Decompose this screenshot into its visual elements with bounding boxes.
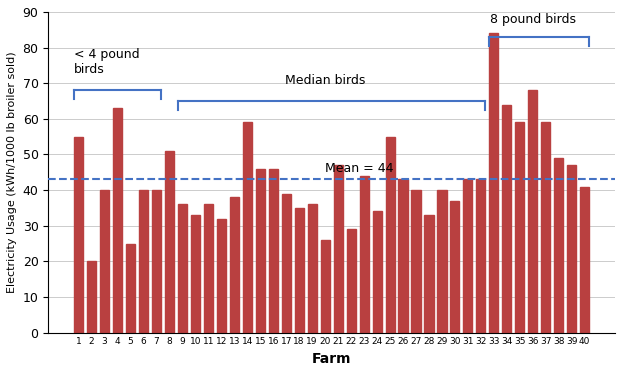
Bar [373,211,382,333]
Bar [178,204,187,333]
Bar [567,165,577,333]
Bar [333,165,343,333]
Bar [126,244,135,333]
Bar [87,261,96,333]
Bar [490,33,498,333]
Bar [216,219,226,333]
Text: < 4 pound
birds: < 4 pound birds [74,48,139,76]
Bar [463,179,473,333]
Bar [437,190,447,333]
Text: Mean = 44: Mean = 44 [325,162,394,175]
Bar [346,229,356,333]
Bar [165,151,174,333]
Bar [528,90,537,333]
Bar [113,108,122,333]
Bar [139,190,148,333]
Bar [450,201,460,333]
Bar [386,137,394,333]
Bar [554,158,564,333]
Bar [100,190,109,333]
Bar [191,215,200,333]
Bar [399,179,407,333]
Bar [541,122,550,333]
Bar [360,176,369,333]
Bar [515,122,524,333]
Bar [256,169,265,333]
Bar [230,197,239,333]
Bar [580,186,589,333]
Bar [152,190,161,333]
Bar [74,137,83,333]
Bar [476,179,485,333]
Bar [308,204,317,333]
Text: Median birds: Median birds [285,74,365,87]
X-axis label: Farm: Farm [312,352,351,366]
Bar [243,122,252,333]
Bar [503,104,511,333]
Text: 8 pound birds: 8 pound birds [490,13,576,26]
Bar [320,240,330,333]
Bar [424,215,434,333]
Bar [269,169,278,333]
Y-axis label: Electricity Usage (kWh/1000 lb broiler sold): Electricity Usage (kWh/1000 lb broiler s… [7,51,17,293]
Bar [204,204,213,333]
Bar [412,190,420,333]
Bar [282,194,290,333]
Bar [295,208,304,333]
